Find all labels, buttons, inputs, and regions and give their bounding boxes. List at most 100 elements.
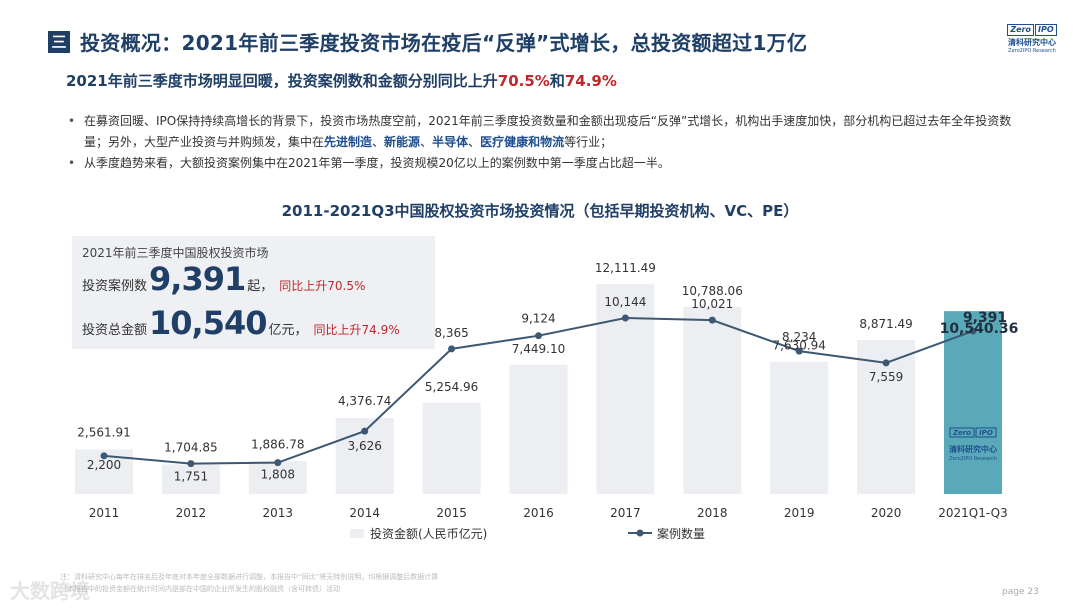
subtitle-text-a: 2021年前三季度市场明显回暖，投资案例数和金额分别同比上升 [66,72,498,90]
x-tick-2021Q1-Q3: 2021Q1-Q3 [938,506,1007,520]
footnote-line-1: 注：清科研究中心每年在排名后及年底对本年度全部数据进行调整，本报告中“同比”将无… [60,573,439,581]
keyword-separator: 、 [420,135,433,149]
x-tick-2018: 2018 [697,506,728,520]
page-number: page 23 [1002,587,1039,597]
x-tick-2011: 2011 [89,506,120,520]
line-label-2019: 8,234 [782,330,816,344]
footnote-line-2: （本报告中的投资金额在统计时间内是部在中国的企业所发生的股权融资（含可转债）活动 [60,585,340,593]
x-tick-2014: 2014 [349,506,380,520]
bar-2019 [770,361,829,494]
amount-change: 同比上升74.9% [313,323,400,337]
cases-value: 9,391 [149,260,246,298]
case-point-2014 [361,427,369,435]
line-label-2012: 1,751 [174,470,208,484]
chart-legend: 投资金额(人民币亿元) 案例数量 [350,526,705,541]
bar-label-2021q3: 10,540.36 [940,321,1019,337]
line-label-2015: 8,365 [434,326,468,340]
legend-line-label: 案例数量 [657,526,705,541]
x-tick-2013: 2013 [263,506,294,520]
amount-unit: 亿元， [268,323,308,338]
cases-label: 投资案例数 [82,279,148,294]
keyword-healthcare-logistics: 医疗健康和物流 [480,135,565,149]
case-point-2017 [621,314,629,322]
chart-title: 2011-2021Q3中国股权投资市场投资情况（包括早期投资机构、VC、PE） [281,202,799,220]
line-label-2020: 7,559 [869,370,903,384]
amount-label: 投资总金额 [82,323,148,338]
subtitle-pct-a: 70.5% [497,72,550,90]
case-point-2015 [448,345,456,353]
amount-value: 10,540 [149,304,267,342]
bar-2015 [422,402,481,494]
bar-label-2016: 7,449.10 [512,342,565,356]
case-point-2016 [535,332,542,340]
x-tick-2020: 2020 [871,506,902,520]
bar-logo-box-left [949,427,975,438]
case-point-2013 [274,459,282,467]
bullet-1-text: 在募资回暖、IPO保持持续高增长的背景下，投资市场热度空前，2021年前三季度投… [84,114,1012,149]
bar-label-2015: 5,254.96 [425,380,478,394]
bar-2018 [683,306,742,494]
bar-label-2011: 2,561.91 [77,426,130,440]
x-tick-2012: 2012 [176,506,207,520]
bar-label-2018: 10,788.06 [682,284,743,298]
keyword-advanced-manufacturing: 先进制造 [324,135,373,149]
logo-en-text: Zero2IPO Research [1008,48,1056,54]
line-label-2016: 9,124 [521,312,555,326]
line-label-2011: 2,200 [87,458,121,472]
subtitle-pct-b: 74.9% [564,72,617,90]
x-tick-2015: 2015 [436,506,467,520]
case-point-2020 [882,359,890,367]
cases-change: 同比上升70.5% [279,279,366,293]
bullet-item-1: 在募资回暖、IPO保持持续高增长的背景下，投资市场热度空前，2021年前三季度投… [66,111,1026,153]
case-point-2021Q1-Q3 [969,327,977,335]
line-layer [100,314,977,468]
keyword-separator: 、 [372,135,385,149]
bar-logo-box-right [975,427,997,438]
bar-label-2017: 12,111.49 [595,261,656,275]
page-title: 投资概况：2021年前三季度投资市场在疫后“反弹”式增长，总投资额超过1万亿 [80,31,808,55]
x-axis: 2011 2012 2013 2014 2015 2016 2017 2018 2019 2020… [89,506,1008,520]
keyword-semiconductor: 半导体 [432,135,469,149]
line-label-2013: 1,808 [261,468,295,482]
legend-bar-swatch [350,529,364,538]
keyword-separator: 、 [468,135,481,149]
case-point-2019 [795,347,803,355]
bar-2021Q1-Q3 [944,311,1002,494]
labels-layer: 2,561.91 1,704.85 1,886.78 4,376.74 5,254.96… [77,261,1018,484]
bar-2012 [161,464,220,494]
summary-title: 2021年前三季度中国股权投资市场 [82,246,269,260]
bar-logo-cn: 清科研究中心 [949,444,997,454]
bar-label-2019: 7,630.94 [772,339,825,353]
bullet-item-2: 从季度趋势来看，大额投资案例集中在2021年第一季度，投资规模20亿以上的案例数… [66,153,1026,174]
logo-box-left: Zero [1007,24,1035,36]
bar-logo: Zero IPO 清科研究中心 Zero2IPO Research [949,427,997,462]
x-tick-2016: 2016 [523,506,554,520]
bar-label-2020: 8,871.49 [859,317,912,331]
case-point-2018 [708,316,716,324]
line-label-2017: 10,144 [604,295,646,309]
x-tick-2019: 2019 [784,506,815,520]
subtitle: 2021年前三季度市场明显回暖，投资案例数和金额分别同比上升70.5%和74.9… [66,70,617,91]
bar-2016 [509,364,568,494]
summary-cases-row: 投资案例数 9,391 起， 同比上升70.5% [82,260,365,298]
subtitle-text-b: 和 [549,72,565,90]
summary-amount-row: 投资总金额 10,540 亿元， 同比上升74.9% [82,304,400,342]
legend-bar-label: 投资金额(人民币亿元) [370,526,487,541]
section-number-badge: 三 [48,31,70,53]
bullet-2-text: 从季度趋势来看，大额投资案例集中在2021年第一季度，投资规模20亿以上的案例数… [84,156,670,170]
footnote: 注：清科研究中心每年在排名后及年底对本年度全部数据进行调整，本报告中“同比”将无… [60,571,438,595]
bar-logo-left-text: Zero [952,429,971,437]
watermark: 大数跨境 [10,579,90,603]
bar-label-2014: 4,376.74 [338,394,391,408]
line-label-2021q3: 9,391 [963,310,1007,326]
bar-2013 [248,461,307,494]
line-label-2018: 10,021 [691,297,733,311]
summary-box: 2021年前三季度中国股权投资市场 投资案例数 9,391 起， 同比上升70.… [72,236,435,349]
bar-label-2013: 1,886.78 [251,437,304,451]
line-label-2014: 3,626 [348,439,382,453]
zero2ipo-logo: Zero IPO 清科研究中心 Zero2IPO Research [1003,24,1061,54]
logo-box-right: IPO [1035,24,1057,36]
legend-line-dot [636,529,644,537]
bullet-list: 在募资回暖、IPO保持持续高增长的背景下，投资市场热度空前，2021年前三季度投… [66,111,1026,174]
